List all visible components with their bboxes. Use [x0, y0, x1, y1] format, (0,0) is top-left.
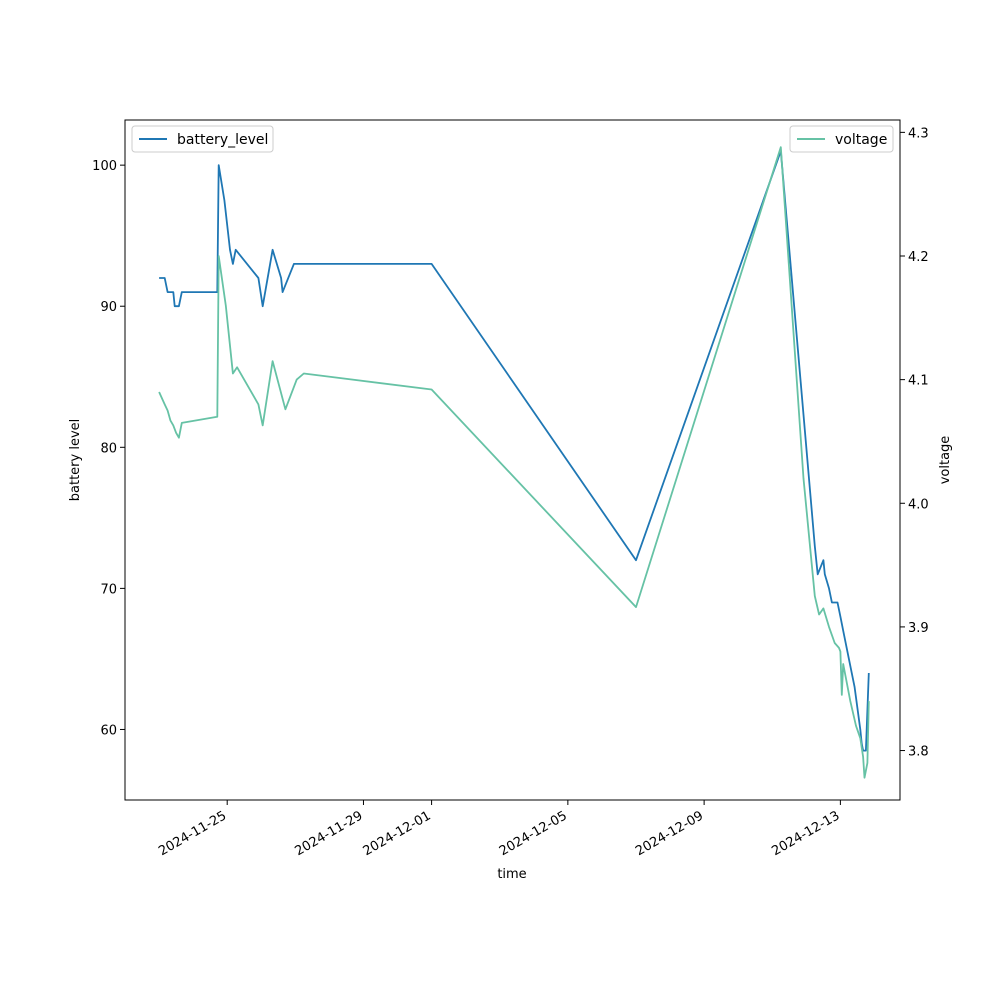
- y2-tick-label: 3.8: [908, 745, 929, 760]
- y-tick-label: 100: [92, 159, 117, 174]
- y-axis-right: 3.8 3.9 4.0 4.1 4.2 4.3: [900, 126, 929, 760]
- y-tick-label: 60: [100, 723, 117, 738]
- legend-left: battery_level: [131, 125, 274, 153]
- y-axis-title: battery level: [68, 419, 83, 502]
- series-line-battery-level: [159, 150, 870, 752]
- series-lines: [158, 146, 870, 779]
- y-tick-label: 80: [100, 441, 117, 456]
- y2-tick-label: 3.9: [908, 621, 929, 636]
- legend-right: voltage: [789, 125, 894, 153]
- legend-label-battery-level: battery_level: [177, 132, 268, 148]
- series-line-voltage: [158, 146, 870, 779]
- legend-left-box: [131, 125, 274, 153]
- legend-label-voltage: voltage: [835, 132, 887, 148]
- legend-right-box: [789, 125, 894, 153]
- y2-tick-label: 4.2: [908, 250, 929, 265]
- x-axis-title: time: [497, 867, 526, 882]
- y-tick-label: 70: [100, 582, 117, 597]
- y2-tick-label: 4.1: [908, 374, 929, 389]
- y2-tick-label: 4.3: [908, 126, 929, 141]
- plot-frame: [124, 119, 901, 801]
- y2-axis-title: voltage: [938, 436, 953, 485]
- y2-tick-label: 4.0: [908, 497, 929, 512]
- y-axis-left: 60 70 80 90 100: [92, 159, 125, 738]
- y-tick-label: 90: [100, 300, 117, 315]
